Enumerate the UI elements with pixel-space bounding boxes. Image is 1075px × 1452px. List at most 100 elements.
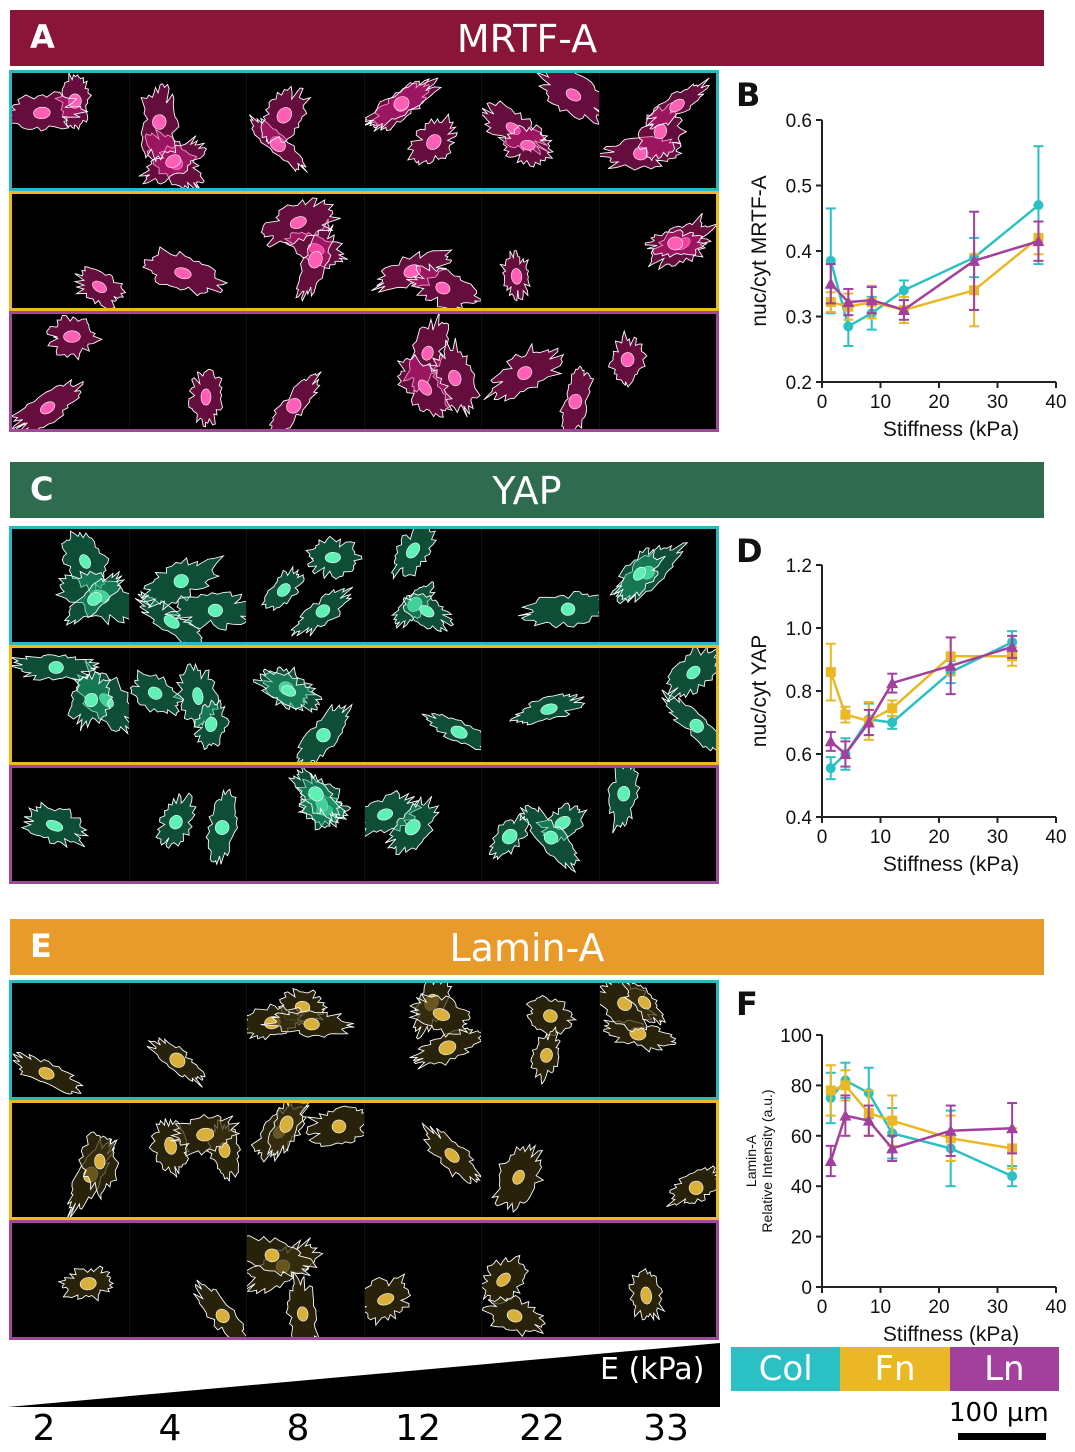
- cell-nucleus: [315, 604, 331, 618]
- micrograph-tile: [365, 529, 482, 643]
- micrograph-tile: [130, 1223, 247, 1337]
- data-point: [1006, 640, 1019, 652]
- stiffness-axis-label: E (kPa): [600, 1352, 705, 1387]
- cell-nucleus: [637, 995, 651, 1010]
- micrograph-row: [9, 645, 719, 765]
- data-point: [887, 717, 898, 728]
- y-tick-label: 60: [791, 1127, 812, 1148]
- micrograph-row: [9, 190, 719, 312]
- micrograph-tile: [12, 314, 130, 429]
- data-point: [825, 1085, 836, 1096]
- cell-nucleus: [418, 605, 434, 618]
- micrograph-tile: [365, 193, 482, 309]
- series-line: [829, 655, 1013, 723]
- y-axis-label: nuc/cyt MRTF-A: [748, 175, 771, 326]
- micrograph-row: [9, 1220, 719, 1340]
- data-point: [824, 735, 837, 747]
- cell-nucleus: [432, 1008, 450, 1021]
- legend-fn: Fn: [840, 1347, 950, 1391]
- y-tick-label: 1.0: [786, 619, 812, 640]
- cell-nucleus: [168, 1052, 185, 1068]
- cell-nucleus: [560, 602, 576, 616]
- micrograph-row: [9, 526, 719, 646]
- cell-nucleus: [417, 379, 432, 396]
- legend-col: Col: [731, 1347, 841, 1391]
- cell-nucleus: [331, 1119, 347, 1134]
- cell-nucleus: [195, 1127, 214, 1142]
- cell-nucleus: [405, 542, 420, 559]
- data-point: [944, 659, 957, 671]
- stiffness-value: 12: [395, 1408, 441, 1449]
- micrograph-row: [9, 764, 719, 884]
- data-point: [840, 1080, 851, 1091]
- panel-letter-e: E: [30, 927, 52, 965]
- cell-nucleus: [40, 401, 56, 415]
- cell-nucleus: [63, 330, 81, 343]
- data-point: [824, 277, 837, 289]
- data-point: [825, 667, 836, 678]
- data-point: [839, 748, 852, 759]
- panel-letter-d: D: [736, 532, 763, 570]
- micrograph-tile: [247, 648, 365, 762]
- data-point: [839, 1109, 852, 1121]
- micrograph-tile: [247, 193, 365, 309]
- cell-nucleus: [316, 728, 331, 743]
- y-tick-label: 0.4: [786, 242, 813, 263]
- x-tick-label: 10: [870, 1297, 891, 1318]
- cell-nucleus: [84, 693, 98, 708]
- cell-nucleus: [393, 96, 409, 111]
- micrograph-tile: [482, 73, 600, 188]
- y-tick-label: 0.4: [786, 808, 813, 829]
- panel-letter-c: C: [30, 470, 54, 508]
- y-tick-label: 40: [791, 1177, 812, 1198]
- micrograph-tile: [130, 1103, 247, 1217]
- micrograph-tile: [12, 73, 130, 188]
- micrograph-tile: [482, 767, 600, 881]
- x-axis-label: Stiffness (kPa): [883, 853, 1019, 875]
- cell-nucleus: [281, 685, 297, 697]
- panel-letter-b: B: [736, 76, 761, 114]
- micrograph-tile: [365, 1103, 482, 1217]
- stiffness-values: 2 4 8 12 22 33: [0, 1408, 720, 1452]
- micrograph-tile: [482, 529, 600, 643]
- cell-nucleus: [48, 661, 64, 675]
- cell-nucleus: [207, 603, 223, 617]
- micrograph-tile: [600, 1103, 716, 1217]
- y-tick-label: 80: [791, 1076, 812, 1097]
- y-axis-label: Relative Intensity (a.u.): [759, 1089, 775, 1232]
- micrograph-tile: [247, 314, 365, 429]
- micrograph-row: [9, 980, 719, 1100]
- micrograph-tile: [600, 1223, 717, 1337]
- series-line: [830, 236, 1040, 312]
- data-point: [886, 677, 899, 689]
- x-tick-label: 30: [987, 1297, 1008, 1318]
- data-point: [862, 716, 875, 728]
- series-ln: [824, 1094, 1019, 1178]
- micrograph-tile: [365, 648, 482, 762]
- stiffness-value: 8: [286, 1408, 310, 1449]
- micrograph-tile: [365, 983, 482, 1097]
- cell-nucleus: [517, 366, 533, 381]
- cell-nucleus: [632, 146, 648, 161]
- y-tick-label: 100: [780, 1026, 812, 1047]
- scale-bar-label: 100 µm: [949, 1398, 1049, 1428]
- cell-nucleus: [92, 280, 107, 293]
- y-tick-label: 0.2: [786, 373, 812, 394]
- micrograph-tile: [247, 1103, 365, 1217]
- cell-nucleus: [87, 592, 102, 606]
- stiffness-wedge: [8, 1343, 720, 1407]
- cell-nucleus: [164, 154, 181, 169]
- cell-nucleus: [425, 134, 441, 150]
- cell-outline: [192, 1279, 246, 1337]
- micrograph-tile: [247, 767, 365, 881]
- data-point: [862, 1114, 875, 1126]
- cell-nucleus: [438, 1040, 456, 1056]
- cell-nucleus: [520, 139, 536, 151]
- cell-nucleus: [632, 566, 646, 581]
- cell-nucleus: [324, 551, 341, 564]
- micrograph-tile: [599, 73, 717, 188]
- cell-outline: [285, 1269, 320, 1337]
- chart-mrtf: 0.2 0.3 0.4 0.5 0.6 0 10 20 30 40 Stiffness (kPa) n…: [748, 111, 1067, 440]
- cell-nucleus: [289, 215, 307, 229]
- data-point: [887, 703, 898, 714]
